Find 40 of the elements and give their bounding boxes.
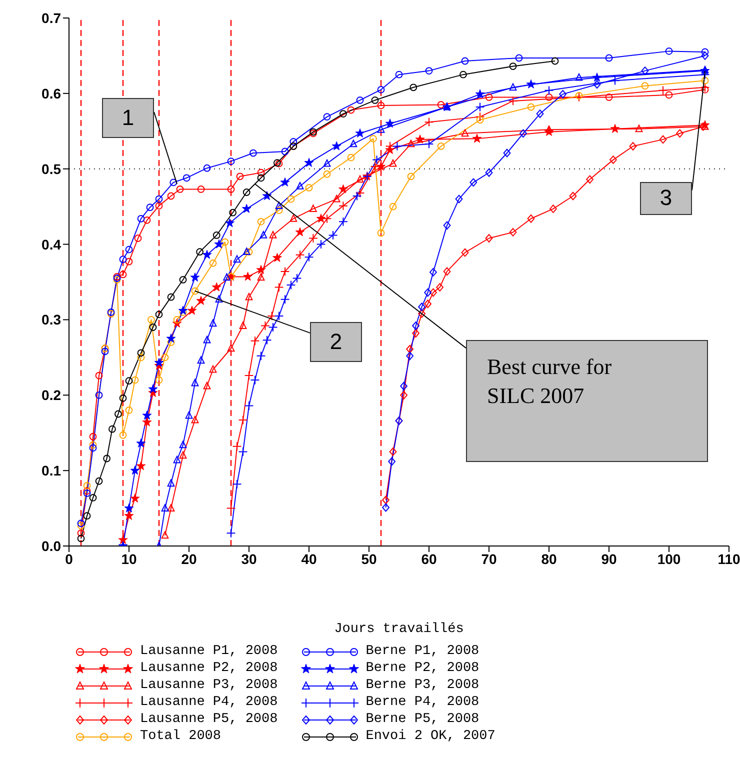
legend-label: Berne P1, 2008 bbox=[366, 644, 480, 659]
legend-label: Lausanne P1, 2008 bbox=[140, 644, 278, 659]
x-tick-label: 110 bbox=[718, 550, 740, 567]
legend-label: Lausanne P4, 2008 bbox=[140, 695, 278, 710]
y-tick-label: 0.1 bbox=[42, 462, 62, 479]
x-tick-label: 70 bbox=[481, 550, 497, 567]
x-axis-title: Jours travaillés bbox=[334, 622, 464, 637]
legend-label: Lausanne P2, 2008 bbox=[140, 661, 278, 676]
y-tick-label: 0.5 bbox=[42, 160, 62, 177]
y-tick-label: 0.3 bbox=[42, 312, 62, 328]
x-tick-label: 80 bbox=[541, 550, 557, 567]
legend-label: Envoi 2 OK, 2007 bbox=[366, 729, 496, 744]
y-tick-label: 0.2 bbox=[42, 387, 62, 404]
y-tick-label: 0.6 bbox=[42, 85, 62, 102]
x-tick-label: 60 bbox=[421, 550, 437, 567]
legend-label: Berne P4, 2008 bbox=[366, 695, 480, 710]
x-tick-label: 10 bbox=[121, 550, 137, 567]
x-tick-label: 30 bbox=[241, 550, 257, 567]
annotation: 3 bbox=[660, 184, 672, 212]
x-tick-label: 20 bbox=[181, 550, 197, 567]
y-tick-label: 0.0 bbox=[42, 538, 62, 554]
legend-label: Berne P5, 2008 bbox=[366, 712, 480, 727]
x-tick-label: 50 bbox=[361, 550, 377, 567]
legend-label: Berne P2, 2008 bbox=[366, 661, 480, 676]
callout-label: 2 bbox=[195, 291, 362, 362]
x-tick-label: 40 bbox=[301, 550, 317, 567]
legend-label: Lausanne P5, 2008 bbox=[140, 712, 278, 727]
y-tick-label: 0.7 bbox=[42, 10, 62, 26]
x-tick-label: 100 bbox=[657, 550, 681, 567]
legend-label: Berne P3, 2008 bbox=[366, 678, 480, 693]
legend-label: Total 2008 bbox=[140, 729, 222, 744]
annotation: Best curve for SILC 2007 bbox=[487, 352, 613, 410]
x-tick-label: 0 bbox=[65, 550, 74, 567]
annotation: 1 bbox=[122, 104, 134, 132]
callout-label: 1 bbox=[102, 98, 177, 184]
annotation: 2 bbox=[330, 328, 342, 356]
legend-label: Lausanne P3, 2008 bbox=[140, 678, 278, 693]
x-tick-label: 90 bbox=[601, 550, 617, 567]
callout-label: 3 bbox=[640, 70, 705, 215]
y-tick-label: 0.4 bbox=[42, 236, 62, 252]
